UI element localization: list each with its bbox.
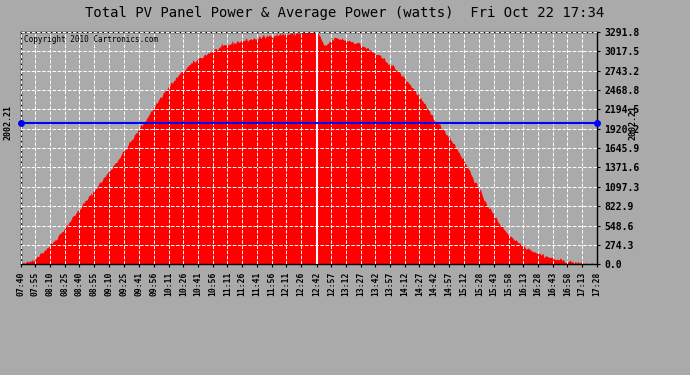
Text: Copyright 2010 Cartronics.com: Copyright 2010 Cartronics.com — [23, 35, 158, 44]
Text: Total PV Panel Power & Average Power (watts)  Fri Oct 22 17:34: Total PV Panel Power & Average Power (wa… — [86, 6, 604, 20]
Text: 2002.21: 2002.21 — [629, 105, 638, 141]
Text: 2002.21: 2002.21 — [3, 105, 12, 141]
